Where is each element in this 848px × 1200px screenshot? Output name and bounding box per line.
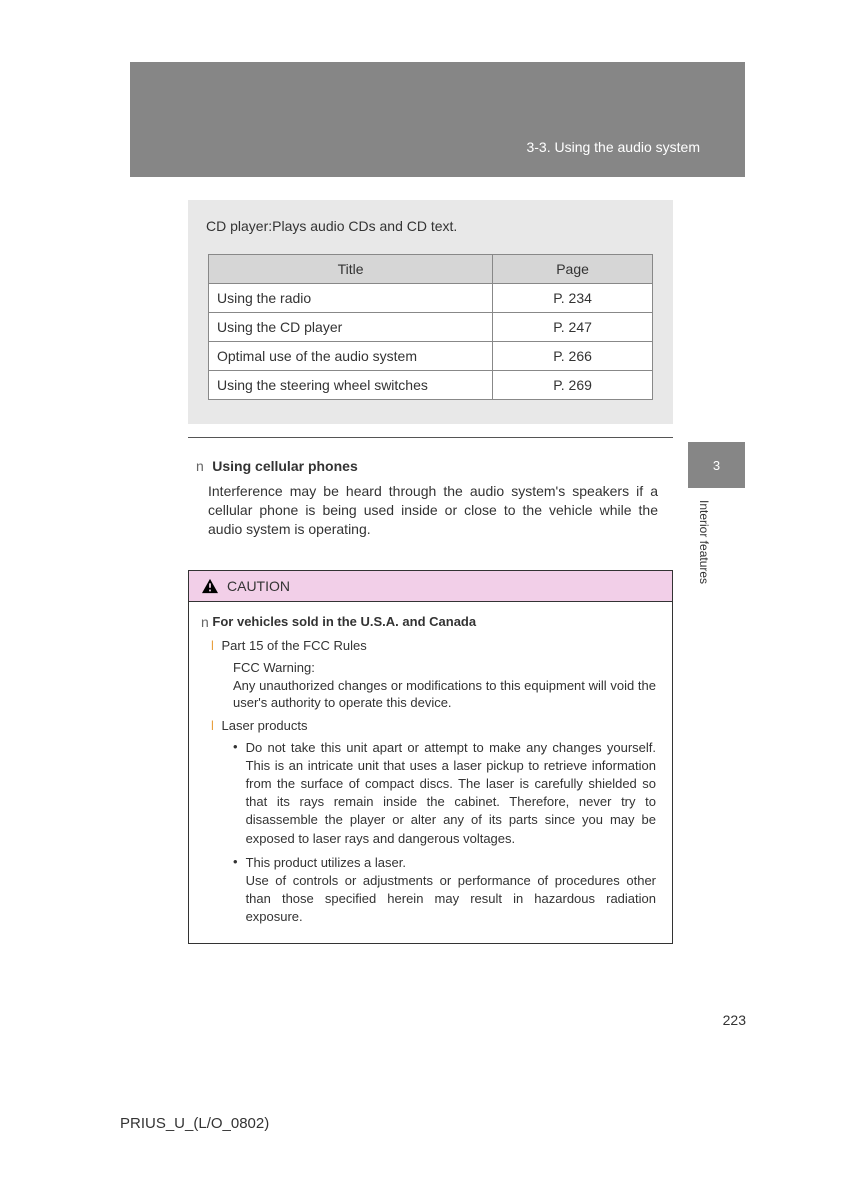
row-page: P. 269	[493, 371, 653, 400]
n-marker: n	[201, 614, 209, 630]
info-description: CD player:Plays audio CDs and CD text.	[206, 218, 655, 234]
cellular-section: n Using cellular phones Interference may…	[196, 458, 658, 539]
col-page: Page	[493, 255, 653, 284]
bullet-icon: •	[233, 854, 238, 927]
bullet-item: • This product utilizes a laser.Use of c…	[233, 854, 656, 927]
cellular-title: Using cellular phones	[212, 458, 357, 474]
warning-icon	[201, 578, 219, 594]
bullet-icon: •	[233, 739, 238, 848]
col-title: Title	[209, 255, 493, 284]
table-row: Optimal use of the audio system P. 266	[209, 342, 653, 371]
l-marker: l	[211, 638, 214, 653]
caution-heading-text: For vehicles sold in the U.S.A. and Cana…	[212, 614, 476, 629]
row-title: Using the radio	[209, 284, 493, 313]
page-number: 223	[723, 1012, 746, 1028]
caution-item: l Laser products • Do not take this unit…	[211, 718, 656, 927]
footer-text: PRIUS_U_(L/O_0802)	[120, 1115, 269, 1132]
tab-number: 3	[713, 458, 720, 473]
section-label: 3-3. Using the audio system	[526, 139, 700, 155]
row-title: Using the steering wheel switches	[209, 371, 493, 400]
caution-body: n For vehicles sold in the U.S.A. and Ca…	[189, 602, 672, 943]
row-page: P. 266	[493, 342, 653, 371]
table-row: Using the steering wheel switches P. 269	[209, 371, 653, 400]
sub-text: Any unauthorized changes or modification…	[233, 678, 656, 711]
bullet-item: • Do not take this unit apart or attempt…	[233, 739, 656, 848]
cellular-body: Interference may be heard through the au…	[208, 482, 658, 539]
sub-heading: FCC Warning:	[233, 660, 315, 675]
caution-box: CAUTION n For vehicles sold in the U.S.A…	[188, 570, 673, 944]
info-table: Title Page Using the radio P. 234 Using …	[208, 254, 653, 400]
divider	[188, 437, 673, 438]
row-title: Optimal use of the audio system	[209, 342, 493, 371]
caution-header: CAUTION	[189, 571, 672, 602]
item-text: Part 15 of the FCC Rules	[222, 638, 367, 653]
chapter-tab: 3	[688, 442, 745, 488]
caution-item: l Part 15 of the FCC Rules FCC Warning: …	[211, 638, 656, 712]
n-marker: n	[196, 458, 204, 474]
info-box: CD player:Plays audio CDs and CD text. T…	[188, 200, 673, 424]
header-bar: 3-3. Using the audio system	[130, 62, 745, 177]
table-row: Using the radio P. 234	[209, 284, 653, 313]
table-row: Using the CD player P. 247	[209, 313, 653, 342]
row-page: P. 247	[493, 313, 653, 342]
row-page: P. 234	[493, 284, 653, 313]
caution-label: CAUTION	[227, 578, 290, 594]
item-text: Laser products	[222, 718, 308, 733]
l-marker: l	[211, 718, 214, 733]
bullet-text: This product utilizes a laser.Use of con…	[246, 854, 656, 927]
bullet-text: Do not take this unit apart or attempt t…	[246, 739, 656, 848]
side-label: Interior features	[697, 500, 711, 584]
row-title: Using the CD player	[209, 313, 493, 342]
